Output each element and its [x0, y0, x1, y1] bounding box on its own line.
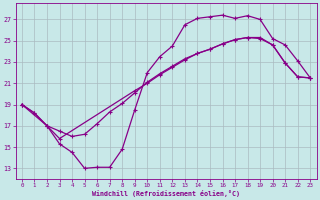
X-axis label: Windchill (Refroidissement éolien,°C): Windchill (Refroidissement éolien,°C) — [92, 190, 240, 197]
